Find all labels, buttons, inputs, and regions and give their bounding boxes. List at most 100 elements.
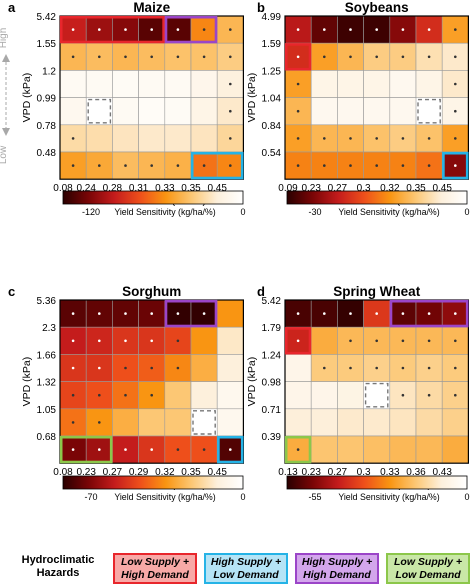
heatmap-cell bbox=[363, 97, 391, 126]
significance-dot bbox=[349, 55, 352, 59]
x-tick-label: 0.35 bbox=[181, 467, 201, 478]
hazard-box-high-supply-low-demand bbox=[442, 151, 469, 180]
side-axis-arrow-up bbox=[2, 54, 10, 62]
heatmap-cell bbox=[363, 435, 391, 464]
significance-dot bbox=[124, 366, 127, 370]
x-tick-label: 0.27 bbox=[328, 467, 348, 478]
significance-dot bbox=[124, 448, 127, 451]
significance-dot bbox=[427, 366, 431, 370]
heatmap-cell bbox=[190, 354, 218, 382]
significance-dot bbox=[296, 339, 300, 343]
significance-dot bbox=[401, 137, 405, 140]
significance-dot bbox=[454, 164, 457, 167]
y-tick-label: 5.42 bbox=[37, 12, 57, 23]
heatmap-cell bbox=[138, 97, 166, 126]
heatmap-cell bbox=[216, 354, 244, 382]
x-tick-label: 0.27 bbox=[328, 183, 348, 194]
heatmap-cell bbox=[284, 408, 312, 437]
significance-dot bbox=[401, 312, 405, 315]
significance-dot bbox=[98, 421, 101, 424]
significance-dot bbox=[71, 137, 75, 140]
heatmap-cell-missing bbox=[192, 410, 216, 435]
colorbar-min-label: -120 bbox=[82, 207, 100, 217]
significance-dot bbox=[98, 393, 101, 397]
significance-dot bbox=[427, 137, 431, 140]
y-tick-label: 1.55 bbox=[37, 39, 57, 50]
colorbar-max-label: 0 bbox=[464, 492, 469, 502]
colorbar-label: Yield Sensitivity (kg/ha/%) bbox=[338, 492, 439, 502]
hazard-box-low-supply-low-demand bbox=[59, 435, 113, 464]
hazard-legend-high-supply-high-demand: High Supply + High Demand bbox=[295, 553, 379, 584]
x-tick-label: 0.08 bbox=[53, 467, 73, 478]
significance-dot bbox=[71, 393, 75, 397]
significance-dot bbox=[98, 312, 101, 315]
heatmap-cell bbox=[389, 408, 417, 437]
y-axis-label: VPD (kPa) bbox=[246, 357, 258, 407]
hazard-box-low-supply-low-demand bbox=[284, 435, 312, 464]
panel-title: Spring Wheat bbox=[333, 284, 421, 299]
heatmap-cell bbox=[389, 435, 417, 464]
significance-dot bbox=[454, 82, 457, 86]
significance-dot bbox=[150, 312, 153, 315]
significance-dot bbox=[296, 82, 300, 86]
significance-dot bbox=[71, 55, 75, 59]
y-tick-label: 1.04 bbox=[262, 94, 282, 105]
significance-dot bbox=[296, 137, 300, 140]
heatmap-cell bbox=[389, 97, 417, 126]
heatmap-cell bbox=[337, 97, 364, 126]
significance-dot bbox=[375, 55, 379, 59]
x-tick-label: 0.35 bbox=[181, 183, 201, 194]
y-tick-label: 1.66 bbox=[37, 350, 57, 361]
heatmap-cell bbox=[216, 381, 244, 410]
heatmap-frame bbox=[284, 15, 469, 180]
y-tick-label: 0.68 bbox=[37, 432, 57, 443]
significance-dot bbox=[401, 366, 405, 370]
hazard-box-low-supply-high-demand bbox=[284, 43, 312, 71]
significance-dot bbox=[454, 312, 457, 315]
heatmap-cell bbox=[337, 408, 364, 437]
significance-dot bbox=[427, 339, 431, 343]
heatmap-cell bbox=[441, 435, 469, 464]
x-tick-label: 0.09 bbox=[278, 183, 298, 194]
heatmap-cell bbox=[415, 408, 443, 437]
significance-dot bbox=[323, 55, 326, 59]
side-axis-arrow-down bbox=[2, 128, 10, 136]
heatmap-cell bbox=[310, 381, 338, 410]
panel-letter: d bbox=[257, 284, 265, 299]
significance-dot bbox=[124, 28, 127, 31]
significance-dot bbox=[229, 28, 232, 31]
heatmap-cell bbox=[112, 70, 139, 98]
heatmap-cell bbox=[164, 97, 192, 126]
y-tick-label: 2.3 bbox=[42, 323, 56, 334]
heatmap-cell bbox=[112, 408, 139, 437]
colorbar-max-label: 0 bbox=[464, 207, 469, 217]
side-axis-high: High bbox=[0, 28, 9, 49]
y-tick-label: 1.79 bbox=[262, 323, 282, 334]
significance-dot bbox=[124, 339, 127, 343]
significance-dot bbox=[202, 55, 206, 59]
significance-dot bbox=[229, 164, 232, 167]
x-tick-label: 0.3 bbox=[357, 183, 371, 194]
significance-dot bbox=[124, 55, 127, 59]
heatmap-cell bbox=[190, 326, 218, 355]
significance-dot bbox=[401, 55, 405, 59]
x-tick-label: 0.24 bbox=[76, 183, 96, 194]
significance-dot bbox=[71, 28, 75, 31]
y-tick-label: 1.05 bbox=[37, 405, 57, 416]
significance-dot bbox=[98, 164, 101, 167]
significance-dot bbox=[349, 164, 352, 167]
heatmap-cell bbox=[112, 97, 139, 126]
significance-dot bbox=[176, 312, 180, 315]
significance-dot bbox=[176, 28, 180, 31]
panel-c: c Sorghum 5.36 2.3 1.66 1.32 1.05 0.68 VPD (kPa)… bbox=[8, 284, 246, 502]
significance-dot bbox=[229, 55, 232, 59]
hazard-legend-line: Low Supply + bbox=[121, 555, 189, 568]
significance-dot bbox=[98, 448, 101, 451]
heatmap-cell bbox=[164, 124, 192, 153]
significance-dot bbox=[176, 55, 180, 59]
hazard-legend-line: Low Supply + bbox=[394, 555, 462, 568]
heatmap-cell bbox=[337, 381, 364, 410]
heatmap-cell bbox=[59, 70, 87, 98]
heatmap-cell bbox=[310, 408, 338, 437]
significance-dot bbox=[375, 137, 379, 140]
